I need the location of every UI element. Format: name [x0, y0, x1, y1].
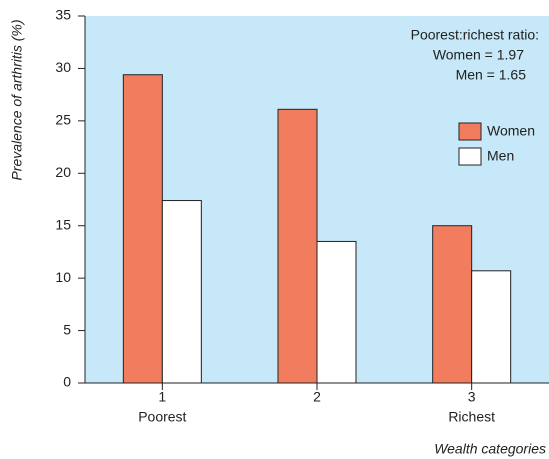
bar [161, 200, 202, 384]
y-tick-label: 20 [55, 164, 71, 180]
x-axis-label: Wealth categories [434, 441, 546, 457]
y-tick-label: 25 [55, 112, 71, 128]
y-tick-label: 10 [55, 269, 71, 285]
bar [316, 240, 357, 384]
y-tick-label: 15 [55, 216, 71, 232]
bar [432, 225, 473, 384]
bar [277, 108, 318, 384]
legend-swatch [458, 122, 482, 141]
bar [471, 270, 512, 384]
bar [122, 74, 163, 384]
x-tick-label: 3 [468, 389, 476, 405]
x-tick-sublabel: Poorest [138, 409, 186, 425]
annotation: Women = 1.97 [433, 47, 524, 63]
x-tick-sublabel: Richest [448, 409, 495, 425]
x-tick-label: 1 [158, 389, 166, 405]
annotation: Poorest:richest ratio: [411, 27, 539, 43]
y-tick-label: 30 [55, 59, 71, 75]
y-tick-label: 0 [63, 374, 71, 390]
x-tick-label: 2 [313, 389, 321, 405]
legend-label: Women [487, 123, 535, 139]
legend-label: Men [487, 148, 514, 164]
legend-swatch [458, 147, 482, 166]
annotation: Men = 1.65 [456, 67, 527, 83]
y-tick-label: 5 [63, 321, 71, 337]
y-axis-label: Prevalence of arthritis (%) [9, 19, 25, 180]
y-tick-label: 35 [55, 7, 71, 23]
